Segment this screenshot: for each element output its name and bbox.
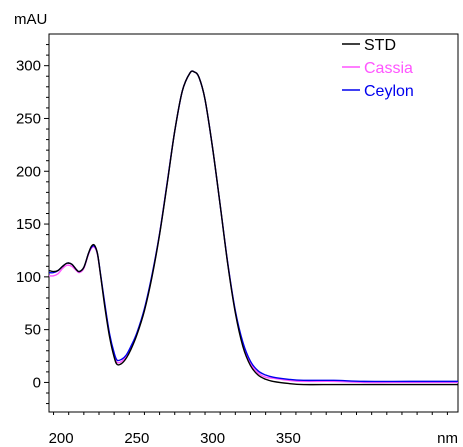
legend-label-cassia: Cassia bbox=[364, 60, 413, 77]
y-tick-label: 0 bbox=[33, 374, 41, 391]
series-lines bbox=[48, 70, 458, 386]
series-line-std bbox=[48, 70, 458, 386]
x-tick-label: 350 bbox=[276, 430, 301, 447]
axes bbox=[44, 33, 459, 415]
legend-label-ceylon: Ceylon bbox=[364, 83, 414, 100]
legend-label-std: STD bbox=[364, 37, 396, 54]
x-tick-label: 200 bbox=[49, 430, 74, 447]
x-tick-label: 300 bbox=[200, 430, 225, 447]
x-tick-label: 250 bbox=[124, 430, 149, 447]
x-axis-label: nm bbox=[437, 430, 458, 447]
tick-labels: 0 50 100 150 200 250 300 200 250 300 350 mAU nm bbox=[14, 11, 458, 447]
y-tick-label: 100 bbox=[16, 269, 41, 286]
y-tick-label: 150 bbox=[16, 216, 41, 233]
legend: STD Cassia Ceylon bbox=[342, 37, 414, 100]
y-tick-label: 250 bbox=[16, 110, 41, 127]
y-axis-label: mAU bbox=[14, 11, 47, 28]
plot-frame bbox=[48, 33, 459, 413]
y-tick-label: 300 bbox=[16, 58, 41, 75]
series-line-ceylon bbox=[48, 70, 458, 383]
y-tick-label: 50 bbox=[24, 322, 41, 339]
y-tick-label: 200 bbox=[16, 163, 41, 180]
